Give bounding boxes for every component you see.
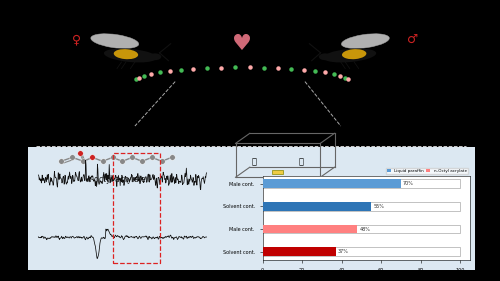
Bar — [262, 180, 401, 188]
X-axis label: Duration (%): Duration (%) — [350, 278, 382, 281]
Text: ♂: ♂ — [406, 33, 418, 46]
Text: 48%: 48% — [360, 226, 370, 232]
Ellipse shape — [323, 49, 376, 62]
Text: 37%: 37% — [338, 249, 348, 254]
Text: 🪴: 🪴 — [299, 158, 304, 167]
Text: ♥: ♥ — [232, 34, 252, 54]
Ellipse shape — [104, 49, 157, 62]
Bar — [262, 248, 460, 256]
Bar — [262, 225, 460, 234]
Ellipse shape — [342, 34, 390, 48]
Text: ♀: ♀ — [72, 33, 82, 46]
Bar — [272, 170, 283, 174]
Ellipse shape — [319, 53, 332, 60]
Ellipse shape — [342, 49, 366, 59]
Legend: Liquid paraffin, n-Octyl acrylate: Liquid paraffin, n-Octyl acrylate — [386, 167, 468, 174]
Text: 55%: 55% — [373, 204, 384, 209]
Text: $\it{n}$-octyl acrylate: $\it{n}$-octyl acrylate — [86, 173, 148, 186]
Text: 🪴: 🪴 — [252, 158, 256, 167]
Bar — [262, 248, 336, 256]
Bar — [262, 180, 460, 188]
Bar — [28, 147, 475, 270]
Text: 70%: 70% — [403, 181, 413, 186]
Ellipse shape — [114, 49, 138, 59]
Ellipse shape — [91, 34, 138, 48]
Bar — [262, 225, 358, 234]
Bar — [262, 202, 460, 211]
Ellipse shape — [149, 53, 162, 60]
Bar — [262, 202, 371, 211]
